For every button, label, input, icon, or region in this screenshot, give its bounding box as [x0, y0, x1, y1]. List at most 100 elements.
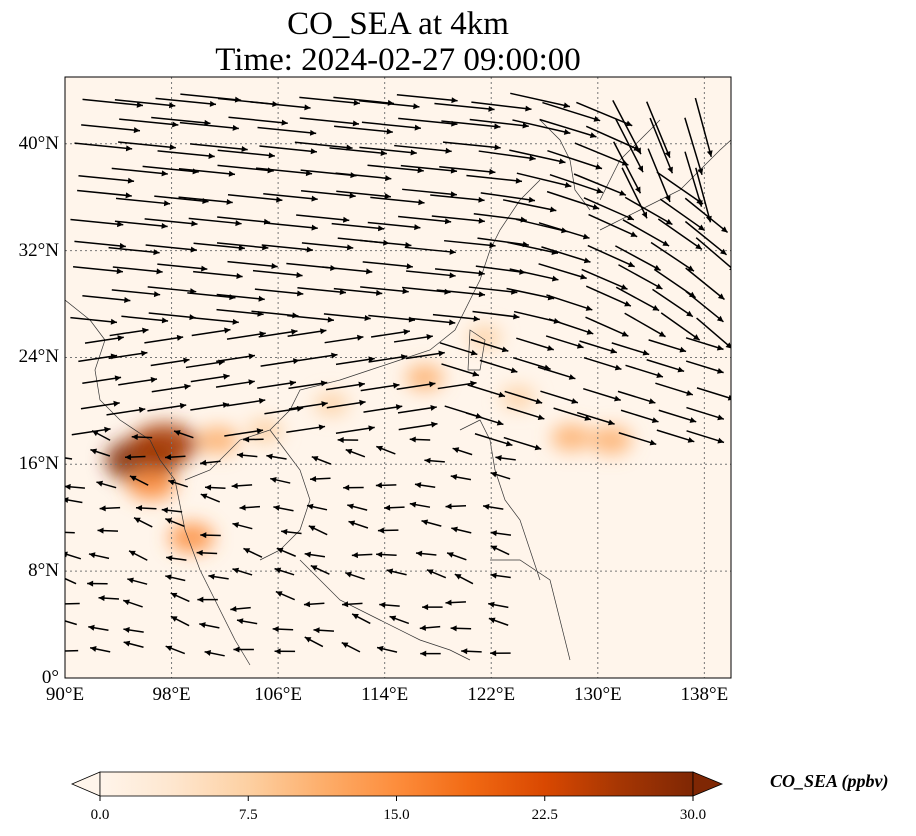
wind-arrow	[400, 164, 458, 174]
wind-arrow	[490, 545, 510, 556]
wind-arrow	[272, 626, 294, 633]
wind-arrow	[480, 192, 536, 203]
wind-arrow	[243, 436, 264, 443]
co-plume-3	[168, 522, 215, 553]
wind-arrow	[281, 528, 302, 535]
co-plume-2	[127, 468, 176, 501]
wind-arrow	[576, 411, 615, 426]
wind-arrow	[273, 505, 294, 512]
wind-arrow	[334, 125, 393, 135]
wind-arrow	[70, 218, 124, 228]
wind-arrow	[478, 150, 536, 162]
wind-arrow	[376, 445, 396, 455]
wind-arrow	[114, 220, 168, 229]
wind-arrow	[437, 380, 477, 390]
co-plume-10	[551, 424, 592, 452]
wind-arrow	[325, 381, 365, 391]
wind-arrow	[299, 96, 360, 106]
wind-arrow	[537, 366, 576, 380]
wind-arrow	[621, 167, 648, 219]
wind-arrow	[541, 246, 591, 264]
wind-arrow	[259, 145, 317, 155]
wind-arrow	[695, 167, 712, 223]
wind-arrow	[82, 98, 144, 108]
wind-arrow	[348, 520, 369, 529]
wind-arrow	[333, 287, 383, 296]
wind-arrow	[226, 331, 266, 340]
wind-arrow	[178, 167, 236, 177]
wind-arrow	[375, 482, 397, 489]
wind-arrow	[324, 334, 364, 344]
wind-arrow	[311, 455, 332, 465]
wind-arrow	[615, 245, 661, 271]
wind-arrow	[588, 213, 638, 238]
wind-arrow	[301, 242, 354, 251]
wind-arrow	[345, 448, 366, 458]
wind-arrow	[343, 484, 364, 491]
co-plume-1	[131, 423, 199, 466]
wind-arrow	[200, 493, 221, 503]
wind-arrow	[65, 620, 77, 626]
wind-arrow	[659, 198, 706, 232]
wind-arrow	[88, 624, 109, 631]
wind-arrow	[341, 641, 361, 653]
wind-arrow	[516, 172, 572, 188]
wind-arrow	[654, 268, 697, 299]
wind-arrow	[131, 433, 153, 440]
wind-arrow	[300, 190, 356, 199]
wind-arrow	[286, 424, 326, 434]
wind-arrow	[367, 164, 424, 174]
wind-arrow	[258, 328, 298, 338]
wind-arrow	[696, 317, 731, 349]
wind-arrow	[216, 353, 256, 363]
wind-arrow	[165, 574, 186, 582]
wind-arrow	[622, 219, 670, 247]
coastline-6	[299, 559, 471, 661]
wind-arrow	[204, 484, 226, 491]
wind-arrow	[538, 222, 590, 240]
wind-arrow	[406, 270, 456, 279]
wind-arrow	[274, 567, 295, 576]
wind-arrow	[488, 601, 509, 609]
wind-arrow	[308, 525, 328, 536]
co-plume-11	[590, 426, 632, 455]
lon-tick-label: 98°E	[152, 684, 191, 705]
wind-arrow	[450, 625, 472, 632]
wind-arrow	[257, 380, 297, 389]
wind-arrow	[546, 294, 593, 311]
wind-arrow	[157, 263, 208, 272]
wind-arrow	[65, 497, 83, 504]
wind-arrow	[389, 615, 410, 625]
coastline-5	[490, 559, 571, 661]
wind-arrow	[257, 126, 317, 136]
wind-arrow	[294, 141, 353, 151]
wind-arrow	[490, 650, 511, 657]
wind-arrow	[431, 215, 485, 224]
wind-arrow	[200, 459, 221, 466]
wind-arrow	[233, 646, 254, 653]
wind-arrow	[360, 382, 400, 392]
co-concentration-field	[105, 325, 632, 553]
wind-arrow	[151, 383, 191, 393]
lon-tick-label: 130°E	[573, 684, 622, 705]
wind-arrow	[145, 244, 197, 253]
wind-arrow	[360, 286, 409, 295]
wind-arrow	[466, 174, 523, 184]
wind-arrow	[488, 617, 509, 626]
wind-arrow	[74, 142, 133, 152]
co-plume-5	[246, 418, 283, 444]
wind-arrow	[232, 567, 253, 576]
wind-arrow	[96, 480, 117, 489]
wind-arrow	[454, 573, 474, 585]
wind-arrow	[296, 214, 350, 223]
wind-arrow	[648, 339, 687, 353]
wind-arrow	[224, 428, 264, 437]
wind-arrow	[490, 471, 511, 480]
wind-arrow	[196, 549, 218, 556]
wind-arrow	[581, 268, 628, 290]
wind-arrow	[620, 409, 659, 423]
lat-tick-label: 24°N	[18, 346, 59, 368]
wind-arrow	[359, 239, 412, 248]
wind-arrow	[190, 373, 230, 383]
wind-arrow	[303, 601, 325, 608]
